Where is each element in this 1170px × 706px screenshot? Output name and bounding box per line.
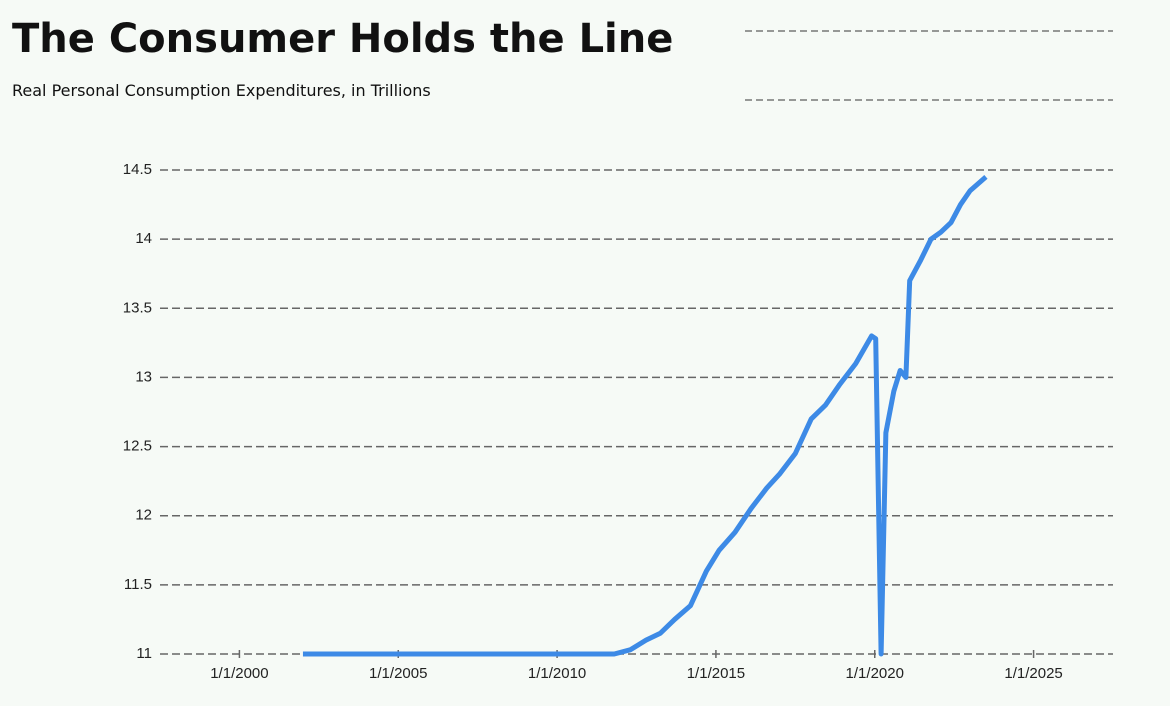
x-tick-label: 1/1/2005 — [369, 665, 427, 682]
chart-title: The Consumer Holds the Line — [12, 16, 673, 62]
y-tick-label: 13.5 — [123, 299, 152, 316]
x-tick-label: 1/1/2020 — [846, 665, 904, 682]
y-tick-label: 11 — [136, 645, 152, 662]
y-tick-label: 11.5 — [124, 576, 152, 593]
x-tick-label: 1/1/2015 — [687, 665, 745, 682]
x-tick-label: 1/1/2025 — [1004, 665, 1062, 682]
x-tick-label: 1/1/2000 — [210, 665, 268, 682]
y-tick-label: 13 — [135, 368, 152, 385]
chart-subtitle: Real Personal Consumption Expenditures, … — [12, 81, 431, 100]
y-tick-label: 14.5 — [123, 161, 152, 178]
x-tick-label: 1/1/2010 — [528, 665, 586, 682]
y-tick-label: 12.5 — [123, 438, 152, 455]
y-tick-label: 12 — [135, 507, 152, 524]
data-line — [302, 175, 988, 657]
y-tick-label: 14 — [135, 230, 152, 247]
